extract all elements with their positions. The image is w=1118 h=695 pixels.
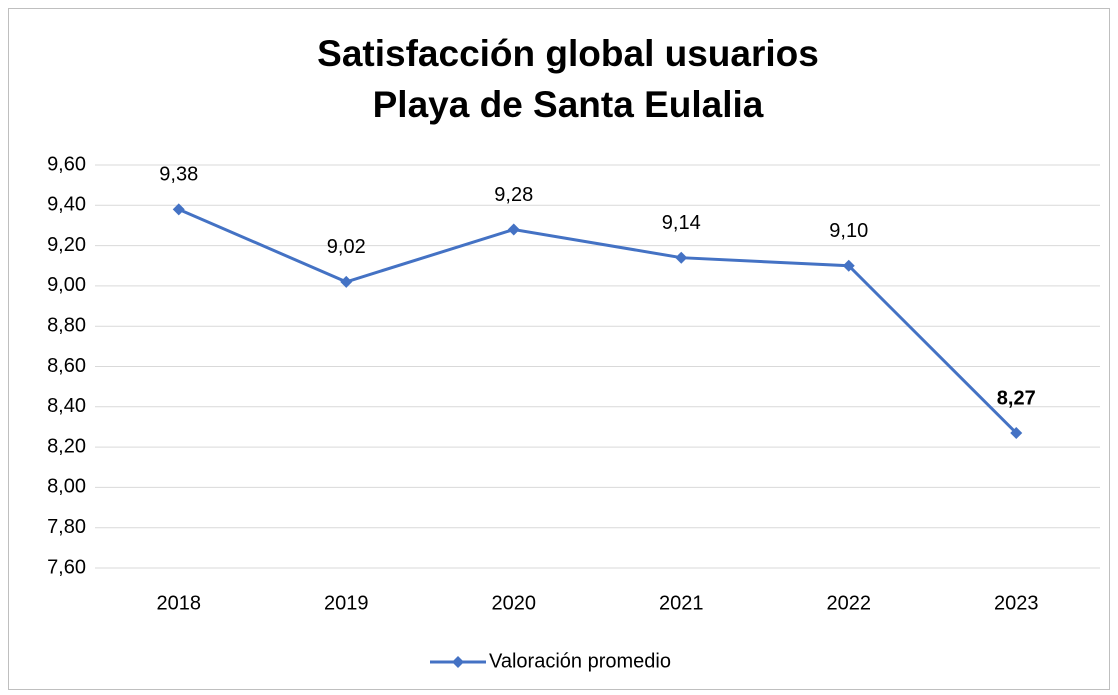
chart-title: Satisfacción global usuarios bbox=[317, 33, 819, 74]
y-tick-label: 7,80 bbox=[47, 516, 86, 538]
data-label: 9,38 bbox=[159, 164, 198, 186]
chart-subtitle: Playa de Santa Eulalia bbox=[373, 84, 764, 125]
y-tick-label: 8,00 bbox=[47, 476, 86, 498]
legend-label: Valoración promedio bbox=[489, 650, 671, 672]
x-tick-label: 2023 bbox=[994, 592, 1039, 614]
data-label: 9,02 bbox=[327, 236, 366, 258]
data-label: 9,10 bbox=[829, 220, 868, 242]
y-tick-label: 8,40 bbox=[47, 395, 86, 417]
y-tick-label: 8,60 bbox=[47, 355, 86, 377]
x-tick-label: 2021 bbox=[659, 592, 704, 614]
y-tick-label: 8,20 bbox=[47, 435, 86, 457]
x-tick-label: 2022 bbox=[827, 592, 872, 614]
point-marker bbox=[675, 251, 688, 264]
point-marker bbox=[507, 223, 520, 236]
point-marker bbox=[172, 203, 185, 216]
x-tick-label: 2018 bbox=[157, 592, 202, 614]
point-marker bbox=[1010, 426, 1023, 439]
y-tick-label: 9,20 bbox=[47, 234, 86, 256]
data-label: 9,28 bbox=[494, 184, 533, 206]
y-tick-label: 8,80 bbox=[47, 314, 86, 336]
y-tick-label: 9,40 bbox=[47, 194, 86, 216]
series-line bbox=[178, 207, 1018, 435]
data-label: 8,27 bbox=[997, 387, 1036, 409]
point-marker bbox=[340, 275, 353, 288]
legend-marker bbox=[452, 656, 464, 668]
y-tick-label: 9,00 bbox=[47, 274, 86, 296]
x-tick-label: 2020 bbox=[492, 592, 537, 614]
data-label: 9,14 bbox=[662, 212, 701, 234]
y-tick-label: 9,60 bbox=[47, 153, 86, 175]
point-marker bbox=[842, 259, 855, 272]
chart-frame bbox=[8, 8, 1110, 690]
y-tick-label: 7,60 bbox=[47, 556, 86, 578]
x-tick-label: 2019 bbox=[324, 592, 369, 614]
